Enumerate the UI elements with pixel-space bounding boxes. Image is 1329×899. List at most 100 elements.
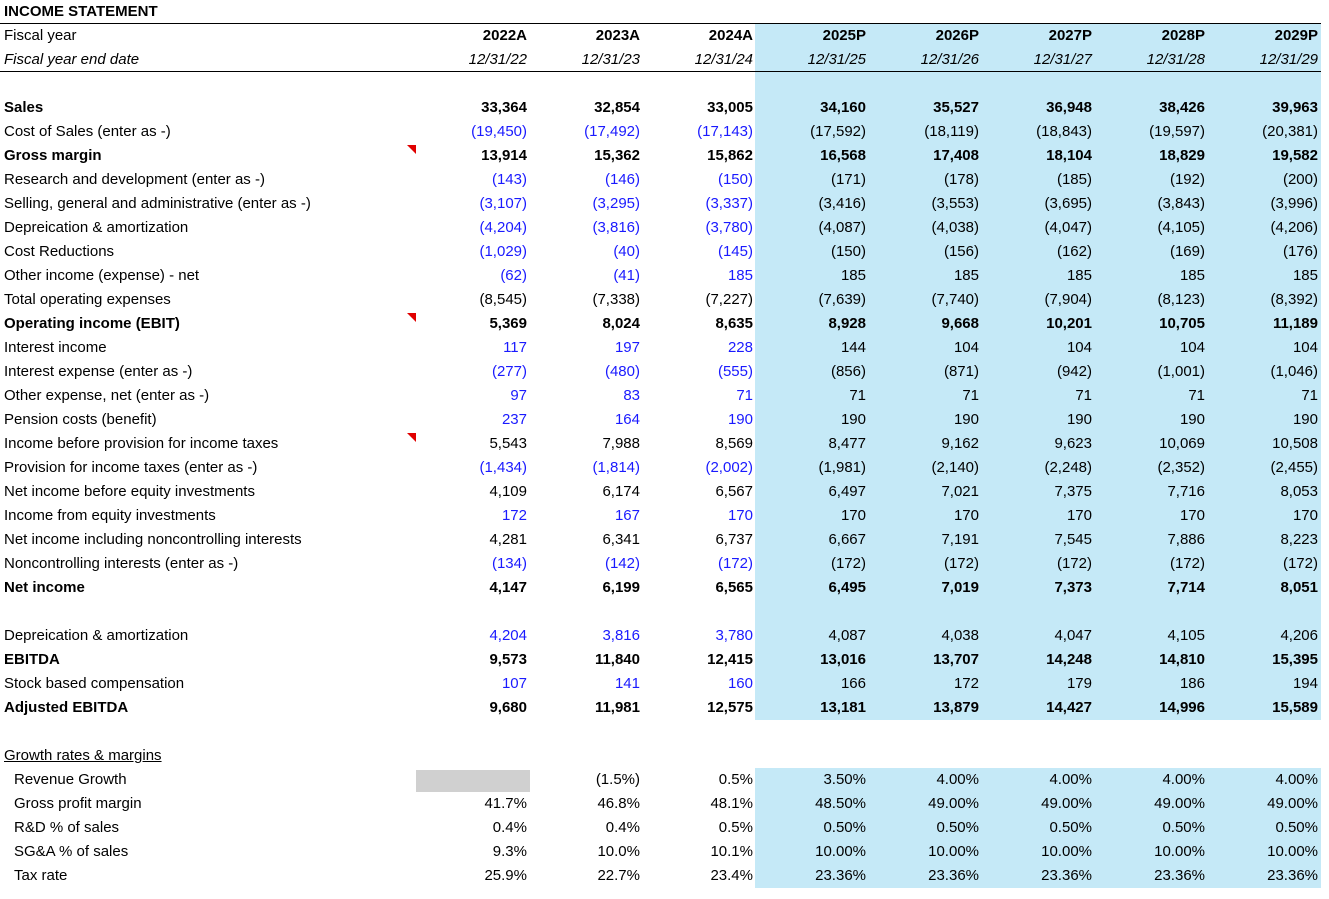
value-cell: 190 <box>953 411 979 428</box>
value-cell: (17,143) <box>697 123 753 140</box>
value-cell: 0.50% <box>1275 819 1318 836</box>
value-cell: 8,635 <box>715 315 753 332</box>
sheet-title: INCOME STATEMENT <box>4 3 158 20</box>
value-cell: (40) <box>613 243 640 260</box>
value-cell: 186 <box>1179 675 1205 692</box>
value-cell: 170 <box>840 507 866 524</box>
value-cell: 10.00% <box>1041 843 1092 860</box>
value-cell: (7,227) <box>705 291 753 308</box>
value-cell: (7,338) <box>592 291 640 308</box>
value-cell: 4.00% <box>1049 771 1092 788</box>
value-cell: (7,904) <box>1044 291 1092 308</box>
row-label: Net income including noncontrolling inte… <box>4 531 302 548</box>
column-date: 12/31/22 <box>468 51 527 68</box>
value-cell: (7,639) <box>818 291 866 308</box>
row-label: Interest expense (enter as -) <box>4 363 193 380</box>
comment-flag <box>407 433 416 442</box>
value-cell: (156) <box>943 243 979 260</box>
value-cell: 9,680 <box>489 699 527 716</box>
value-cell: 14,248 <box>1046 651 1092 668</box>
value-cell: 10.00% <box>815 843 866 860</box>
value-cell: (172) <box>1056 555 1092 572</box>
value-cell: 16,568 <box>820 147 866 164</box>
value-cell: 33,005 <box>707 99 753 116</box>
value-cell: 7,714 <box>1167 579 1205 596</box>
value-cell: 4,204 <box>489 627 527 644</box>
value-cell: 170 <box>727 507 753 524</box>
value-cell: 25.9% <box>484 867 527 884</box>
value-cell: 9,668 <box>941 315 979 332</box>
value-cell: 166 <box>840 675 866 692</box>
value-cell: (4,204) <box>479 219 527 236</box>
row-label: Research and development (enter as -) <box>4 171 265 188</box>
header-label: Fiscal year end date <box>4 51 140 68</box>
column-year: 2027P <box>1048 27 1092 44</box>
value-cell: (3,816) <box>592 219 640 236</box>
value-cell: 7,988 <box>602 435 640 452</box>
value-cell: 0.50% <box>1162 819 1205 836</box>
column-year: 2026P <box>935 27 979 44</box>
value-cell: 15,362 <box>594 147 640 164</box>
value-cell: 179 <box>1066 675 1092 692</box>
value-cell: (172) <box>943 555 979 572</box>
value-cell: (20,381) <box>1262 123 1318 140</box>
value-cell: 0.50% <box>936 819 979 836</box>
value-cell: 8,024 <box>602 315 640 332</box>
value-cell: 9,573 <box>489 651 527 668</box>
value-cell: 18,829 <box>1159 147 1205 164</box>
value-cell: 190 <box>840 411 866 428</box>
row-label: Stock based compensation <box>4 675 185 692</box>
value-cell: 9.3% <box>492 843 527 860</box>
value-cell: 194 <box>1292 675 1318 692</box>
value-cell: (19,597) <box>1149 123 1205 140</box>
value-cell: 170 <box>1292 507 1318 524</box>
value-cell: 46.8% <box>597 795 640 812</box>
value-cell: (2,002) <box>705 459 753 476</box>
value-cell: 49.00% <box>1041 795 1092 812</box>
value-cell: (134) <box>491 555 527 572</box>
value-cell: (1,029) <box>479 243 527 260</box>
value-cell: 190 <box>727 411 753 428</box>
projection-shading <box>755 768 1321 888</box>
value-cell: 170 <box>1179 507 1205 524</box>
value-cell: 185 <box>1066 267 1092 284</box>
value-cell: (7,740) <box>931 291 979 308</box>
value-cell: 104 <box>1179 339 1205 356</box>
row-label: Pension costs (benefit) <box>4 411 157 428</box>
column-year: 2024A <box>708 27 753 44</box>
value-cell: (3,107) <box>479 195 527 212</box>
value-cell: (4,105) <box>1157 219 1205 236</box>
value-cell: (169) <box>1169 243 1205 260</box>
value-cell: 39,963 <box>1272 99 1318 116</box>
value-cell: 4,087 <box>828 627 866 644</box>
value-cell: (3,295) <box>592 195 640 212</box>
value-cell: 41.7% <box>484 795 527 812</box>
value-cell: 185 <box>840 267 866 284</box>
value-cell: 35,527 <box>933 99 979 116</box>
value-cell: 185 <box>953 267 979 284</box>
row-label: Cost of Sales (enter as -) <box>4 123 171 140</box>
value-cell: 4.00% <box>1162 771 1205 788</box>
value-cell: 5,543 <box>489 435 527 452</box>
value-cell: 190 <box>1179 411 1205 428</box>
column-year: 2023A <box>595 27 640 44</box>
value-cell: 164 <box>614 411 640 428</box>
value-cell: 4,105 <box>1167 627 1205 644</box>
value-cell: 7,375 <box>1054 483 1092 500</box>
value-cell: 8,223 <box>1280 531 1318 548</box>
row-label: SG&A % of sales <box>14 843 129 860</box>
row-label: Tax rate <box>14 867 68 884</box>
column-year: 2029P <box>1274 27 1318 44</box>
column-date: 12/31/25 <box>807 51 866 68</box>
value-cell: 104 <box>1066 339 1092 356</box>
value-cell: 117 <box>503 339 527 356</box>
value-cell: 10.1% <box>710 843 753 860</box>
value-cell: (171) <box>830 171 866 188</box>
value-cell: 23.36% <box>815 867 866 884</box>
value-cell: 38,426 <box>1159 99 1205 116</box>
value-cell: 12,575 <box>707 699 753 716</box>
value-cell: 141 <box>614 675 640 692</box>
value-cell: 71 <box>1075 387 1092 404</box>
value-cell: 13,016 <box>820 651 866 668</box>
value-cell: 71 <box>1188 387 1205 404</box>
